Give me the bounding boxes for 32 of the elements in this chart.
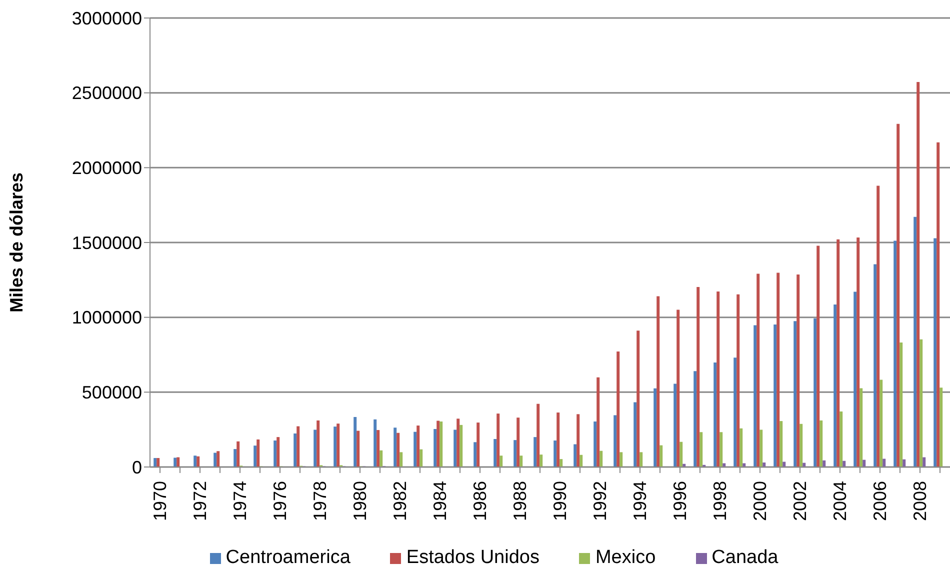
x-tick-label: 1984 — [430, 481, 450, 522]
y-tick-label: 500000 — [82, 382, 142, 403]
y-tick-label: 3000000 — [72, 8, 142, 28]
x-tick-label: 1988 — [510, 481, 530, 522]
x-tick-label: 1996 — [670, 481, 690, 522]
y-tick-label: 1500000 — [72, 232, 142, 253]
legend-label: Mexico — [594, 547, 656, 569]
x-tick-label: 1976 — [270, 481, 290, 522]
x-tick-label: 2000 — [750, 481, 770, 522]
x-tick-label: 1978 — [310, 481, 330, 522]
x-tick-label: 1974 — [230, 481, 250, 522]
x-tick-label: 1972 — [190, 481, 210, 522]
x-tick-label: 1982 — [390, 481, 410, 522]
x-tick-label: 1990 — [550, 481, 570, 522]
legend-label: Estados Unidos — [405, 547, 540, 569]
legend-label: Canada — [710, 547, 778, 569]
y-axis-title: Miles de dólares — [6, 172, 26, 313]
x-tick-label: 1992 — [590, 481, 610, 522]
x-tick-label: 1994 — [630, 481, 650, 522]
x-tick-label: 1998 — [710, 481, 730, 522]
legend-label: Centroamerica — [224, 547, 350, 569]
x-tick-label: 2002 — [790, 481, 810, 522]
y-tick-label: 2000000 — [72, 158, 142, 178]
y-tick-label: 1000000 — [72, 308, 142, 328]
x-tick-label: 1980 — [350, 481, 370, 522]
x-tick-label: 1986 — [470, 481, 490, 522]
x-tick-label: 1970 — [150, 481, 170, 522]
y-tick-label: 0 — [132, 457, 142, 478]
y-tick-label: 2500000 — [72, 83, 142, 104]
x-tick-label: 2004 — [830, 481, 850, 522]
x-tick-label: 2006 — [870, 481, 890, 522]
x-tick-label: 2008 — [910, 481, 930, 522]
